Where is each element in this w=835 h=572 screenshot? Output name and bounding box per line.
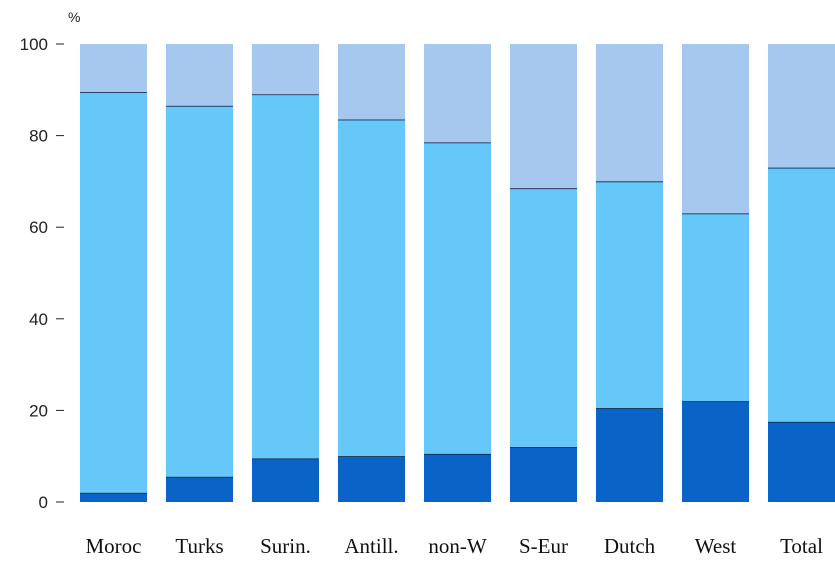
x-category-label: Turks (175, 534, 223, 558)
bar-stack (768, 44, 835, 502)
bar-segment (252, 94, 319, 459)
bar-stack (424, 44, 491, 502)
y-axis-unit-label: % (68, 9, 80, 25)
bar-segment (338, 456, 405, 502)
bar-segment (510, 447, 577, 502)
bar-stack (80, 44, 147, 502)
x-category-label: Dutch (604, 534, 656, 558)
x-category-label: Moroc (86, 534, 142, 558)
bar-segment (338, 119, 405, 457)
x-category-label: Total (780, 534, 823, 558)
bar-segment (768, 167, 835, 422)
bar-segment (596, 181, 663, 409)
y-tick-label: 60 (29, 218, 48, 237)
y-tick-label: 0 (39, 493, 48, 512)
bar-segment (80, 92, 147, 493)
x-category-label: Surin. (260, 534, 311, 558)
x-category-label: West (695, 534, 737, 558)
x-category-label: Antill. (344, 534, 398, 558)
bar-stack (510, 44, 577, 502)
bar-segment (166, 476, 233, 502)
bar-segment (424, 453, 491, 502)
bar-segment (510, 188, 577, 448)
y-tick-label: 100 (20, 35, 48, 54)
bar-segment (682, 401, 749, 502)
bar-segment (510, 44, 577, 189)
bar-stack (596, 44, 663, 502)
bar-segment (424, 142, 491, 454)
bar-segment (80, 492, 147, 502)
bar-segment (768, 421, 835, 502)
bar-segment (166, 44, 233, 106)
bar-segment (768, 44, 835, 168)
bar-segment (252, 458, 319, 502)
y-tick-label: 40 (29, 310, 48, 329)
bar-stack (682, 44, 749, 502)
bar-segment (252, 44, 319, 95)
bar-segment (424, 44, 491, 143)
y-axis: 0 20 40 60 80 100 (20, 35, 64, 512)
bar-stack (252, 44, 319, 502)
bar-segment (596, 408, 663, 502)
bar-segment (682, 213, 749, 402)
bar-segment (166, 105, 233, 477)
y-tick-label: 20 (29, 401, 48, 420)
y-tick-label: 80 (29, 127, 48, 146)
bar-stack (166, 44, 233, 502)
x-axis-category-labels: Moroc Turks Surin. Antill. non-W S-Eur Dutch We… (86, 534, 824, 558)
bar-stack (338, 44, 405, 502)
x-category-label: S-Eur (519, 534, 568, 558)
bar-segment (338, 44, 405, 120)
bar-segment (80, 44, 147, 93)
bar-segment (596, 44, 663, 182)
bars (80, 44, 835, 502)
bar-segment (682, 44, 749, 214)
x-category-label: non-W (428, 534, 486, 558)
